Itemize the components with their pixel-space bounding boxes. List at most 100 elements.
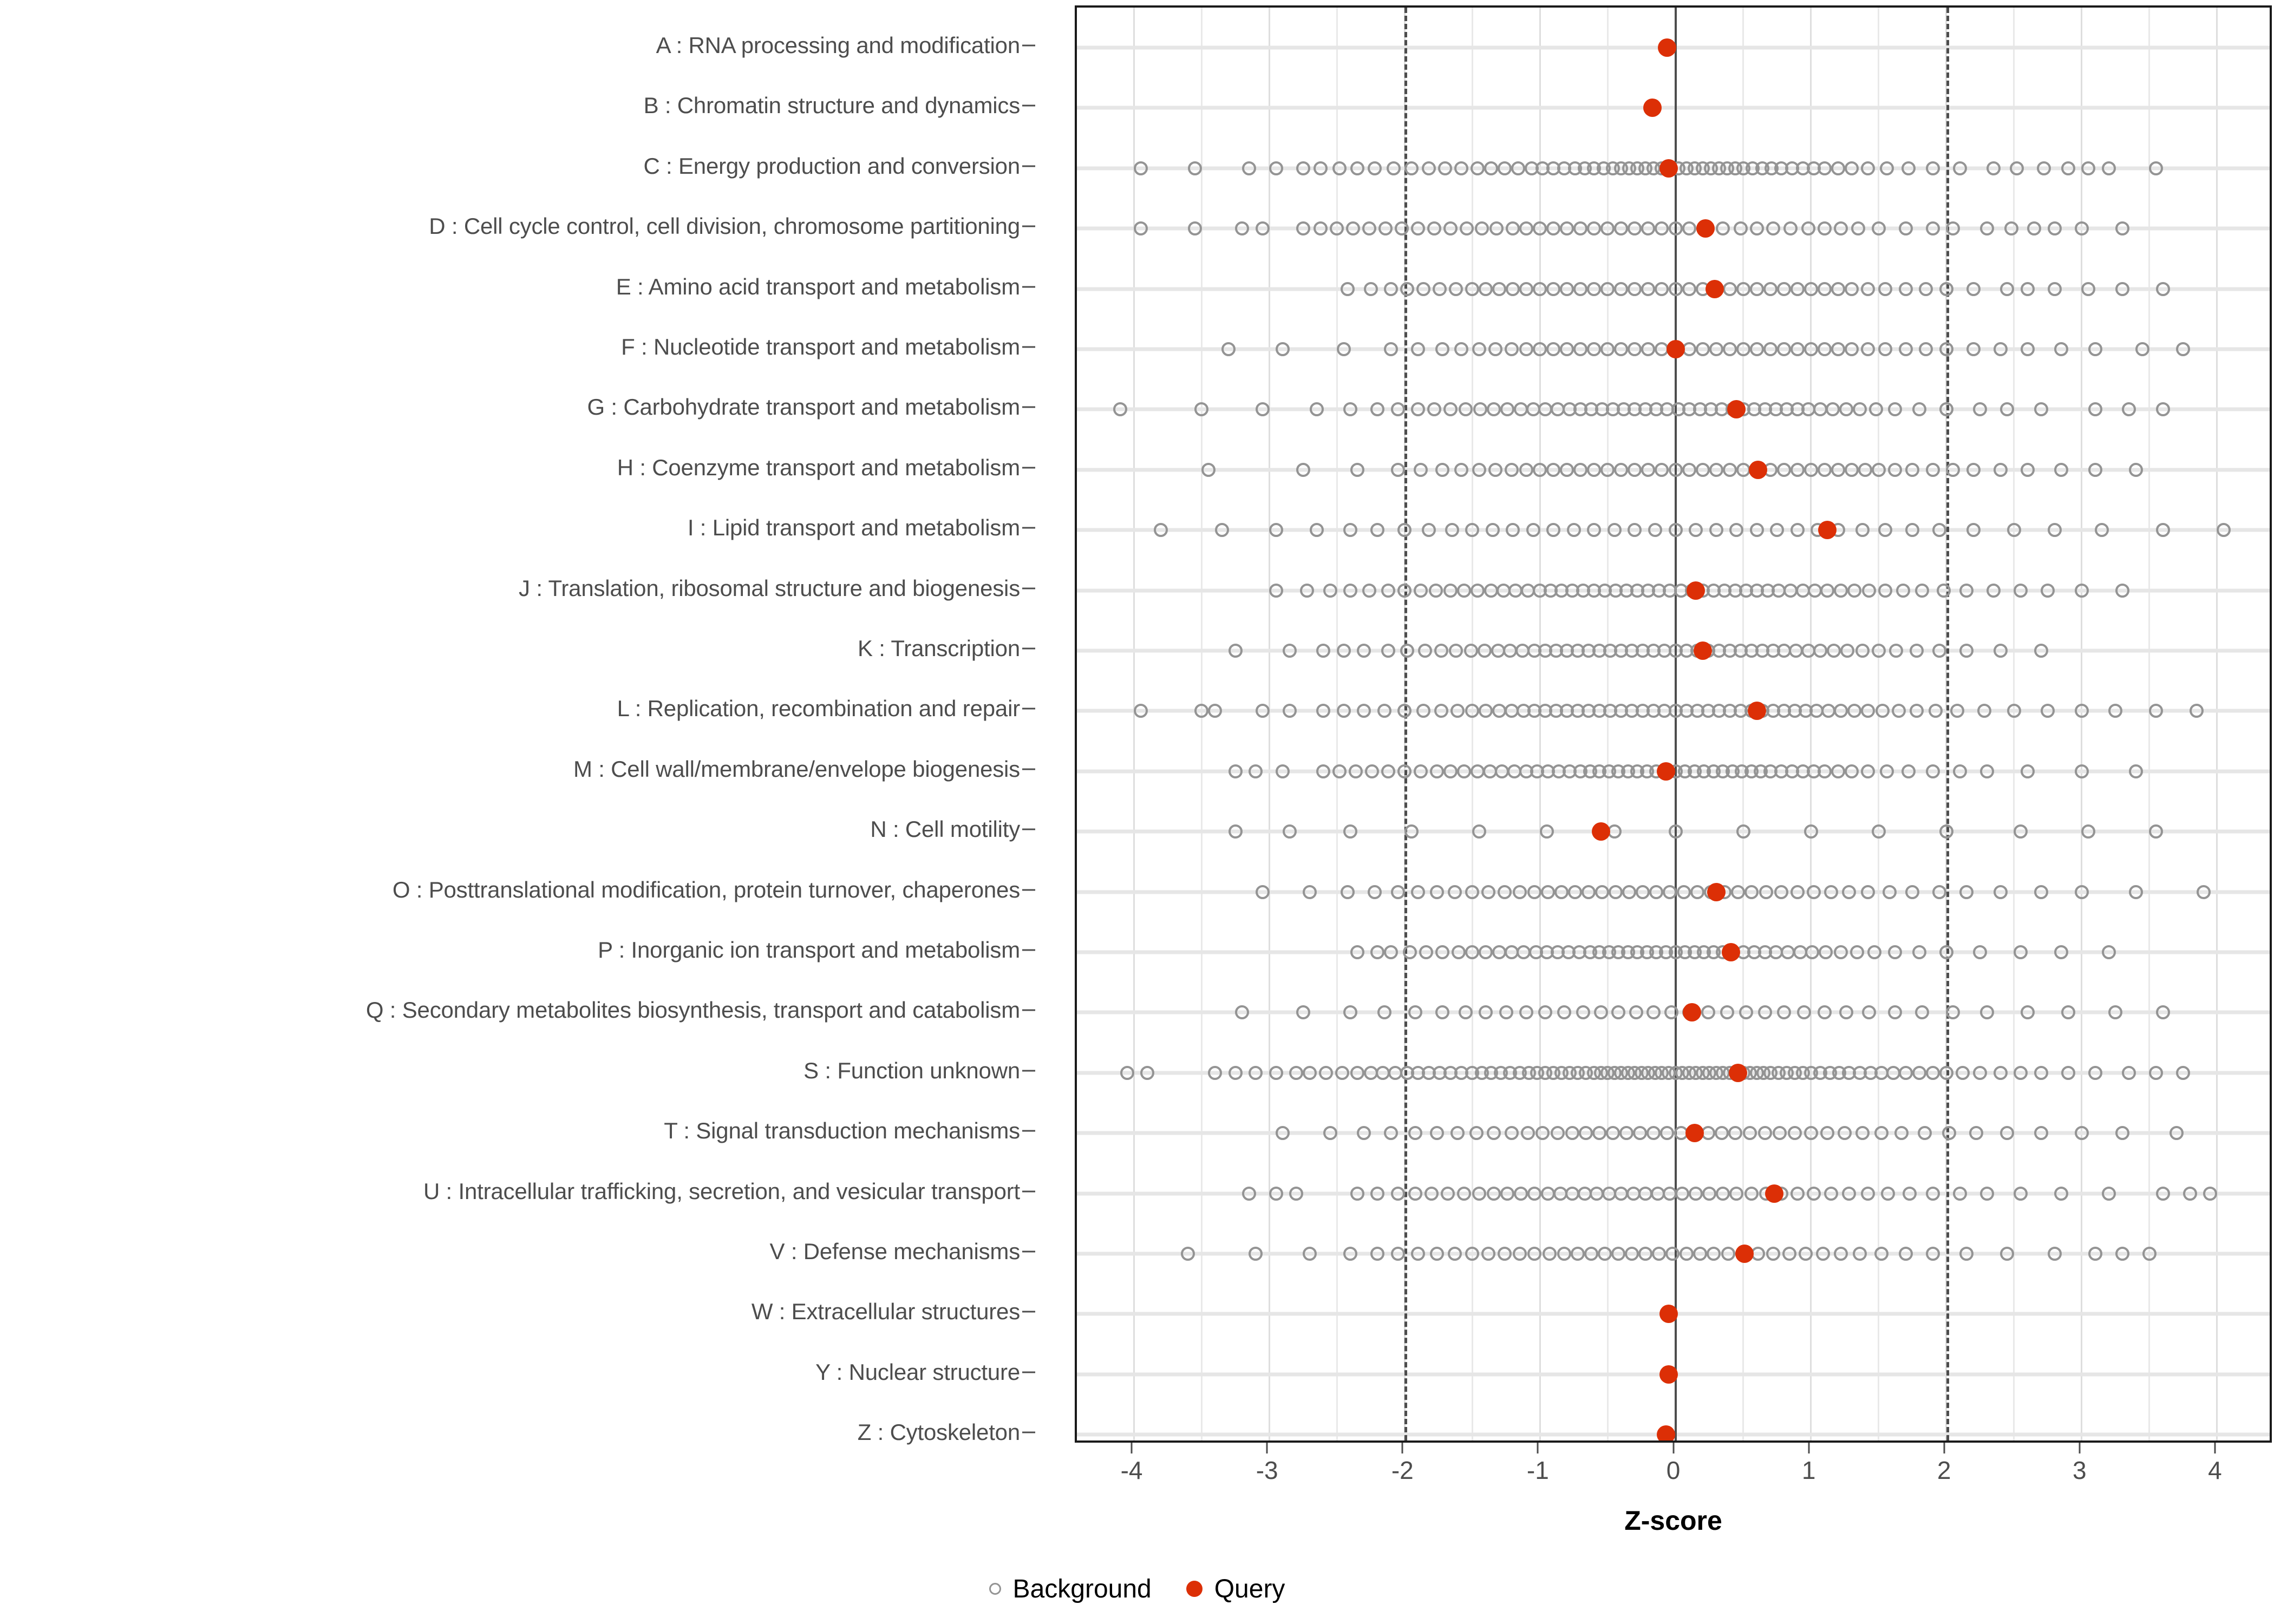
query-point[interactable] [1656, 1425, 1675, 1440]
background-point [1472, 462, 1486, 477]
background-point [1912, 945, 1926, 959]
query-point[interactable] [1728, 1063, 1747, 1082]
y-axis-tick-label: I : Lipid transport and metabolism [687, 515, 1020, 541]
query-point[interactable] [1747, 702, 1766, 721]
background-point [1314, 161, 1328, 175]
query-point[interactable] [1656, 762, 1675, 781]
background-point [1546, 342, 1561, 356]
query-point[interactable] [1706, 279, 1724, 298]
query-point[interactable] [1658, 38, 1677, 57]
query-point[interactable] [1643, 99, 1662, 117]
background-point [1833, 221, 1848, 236]
background-point [2074, 221, 2089, 236]
background-point [1816, 1247, 1831, 1261]
background-point [1449, 281, 1463, 296]
background-point [1663, 885, 1677, 899]
y-axis-tick [1022, 708, 1035, 710]
background-point [1445, 523, 1459, 538]
background-point [1709, 342, 1723, 356]
background-point [1381, 644, 1396, 658]
y-axis-tick-label: A : RNA processing and modification [656, 32, 1021, 58]
background-point [1228, 824, 1243, 839]
query-point[interactable] [1687, 581, 1706, 600]
query-point[interactable] [1735, 1245, 1754, 1263]
background-point [2088, 462, 2102, 477]
query-point[interactable] [1765, 1184, 1784, 1203]
background-point [1454, 342, 1469, 356]
query-point[interactable] [1682, 1003, 1701, 1022]
background-point [1641, 221, 1656, 236]
background-point [1512, 1247, 1527, 1261]
background-point [1912, 1065, 1926, 1080]
query-point[interactable] [1591, 822, 1610, 841]
background-point [2014, 824, 2028, 839]
x-axis-tick-label: 4 [2208, 1456, 2222, 1484]
background-point [1435, 342, 1450, 356]
background-point [1847, 704, 1861, 718]
query-point[interactable] [1727, 400, 1746, 419]
background-point [1706, 1247, 1721, 1261]
background-point [1773, 1126, 1787, 1141]
background-point [1447, 885, 1462, 899]
background-point [1952, 161, 1967, 175]
background-point [1749, 523, 1764, 538]
background-point [1435, 945, 1450, 959]
background-point [1370, 1186, 1385, 1201]
background-point [1744, 885, 1759, 899]
y-axis-tick-label: K : Transcription [857, 636, 1020, 661]
background-point [2149, 1065, 2164, 1080]
query-point[interactable] [1818, 521, 1837, 540]
background-point [1701, 1005, 1715, 1020]
query-point[interactable] [1659, 159, 1678, 178]
query-point[interactable] [1659, 1305, 1678, 1324]
query-point[interactable] [1659, 1365, 1678, 1384]
background-point [1282, 704, 1297, 718]
background-point [1465, 281, 1480, 296]
background-point [1969, 1126, 1983, 1141]
background-point [1946, 1005, 1961, 1020]
query-point[interactable] [1666, 340, 1685, 358]
legend-item-query[interactable]: Query [1186, 1574, 1285, 1604]
y-axis-tick [1022, 1371, 1035, 1373]
vertical-gridline [1810, 8, 1812, 1440]
background-point [1702, 1186, 1717, 1201]
background-point [1484, 161, 1499, 175]
background-point [1646, 1005, 1661, 1020]
background-point [1841, 885, 1856, 899]
background-point [1874, 1126, 1889, 1141]
query-point[interactable] [1685, 1124, 1704, 1143]
background-point [1801, 221, 1815, 236]
background-point [1255, 402, 1270, 417]
query-point[interactable] [1707, 882, 1726, 901]
background-point [1489, 221, 1504, 236]
background-point [1560, 462, 1574, 477]
legend-item-background[interactable]: Background [989, 1574, 1152, 1604]
background-point [1950, 704, 1964, 718]
background-point [1831, 764, 1845, 778]
query-point[interactable] [1749, 460, 1768, 479]
background-point [1782, 1247, 1796, 1261]
background-point [1628, 221, 1642, 236]
background-point [1487, 1126, 1501, 1141]
background-point [1806, 885, 1821, 899]
background-point [1296, 221, 1310, 236]
background-point [1498, 161, 1512, 175]
background-point [2034, 1065, 2048, 1080]
background-point [1894, 1126, 1909, 1141]
background-point [1282, 644, 1297, 658]
background-point [1600, 221, 1615, 236]
background-point [1813, 644, 1828, 658]
background-point [1874, 1247, 1889, 1261]
vertical-gridline [1539, 8, 1541, 1440]
query-point[interactable] [1693, 641, 1712, 660]
y-axis-tick-label: O : Posttranslational modification, prot… [392, 876, 1020, 902]
y-axis-tick [1022, 406, 1035, 408]
background-point [1824, 885, 1839, 899]
query-point[interactable] [1722, 943, 1741, 961]
vertical-gridline-minor [1742, 8, 1744, 1440]
background-point [1833, 945, 1848, 959]
query-point[interactable] [1696, 219, 1715, 238]
background-point [1560, 281, 1574, 296]
background-point [1479, 281, 1493, 296]
background-point [1316, 764, 1331, 778]
